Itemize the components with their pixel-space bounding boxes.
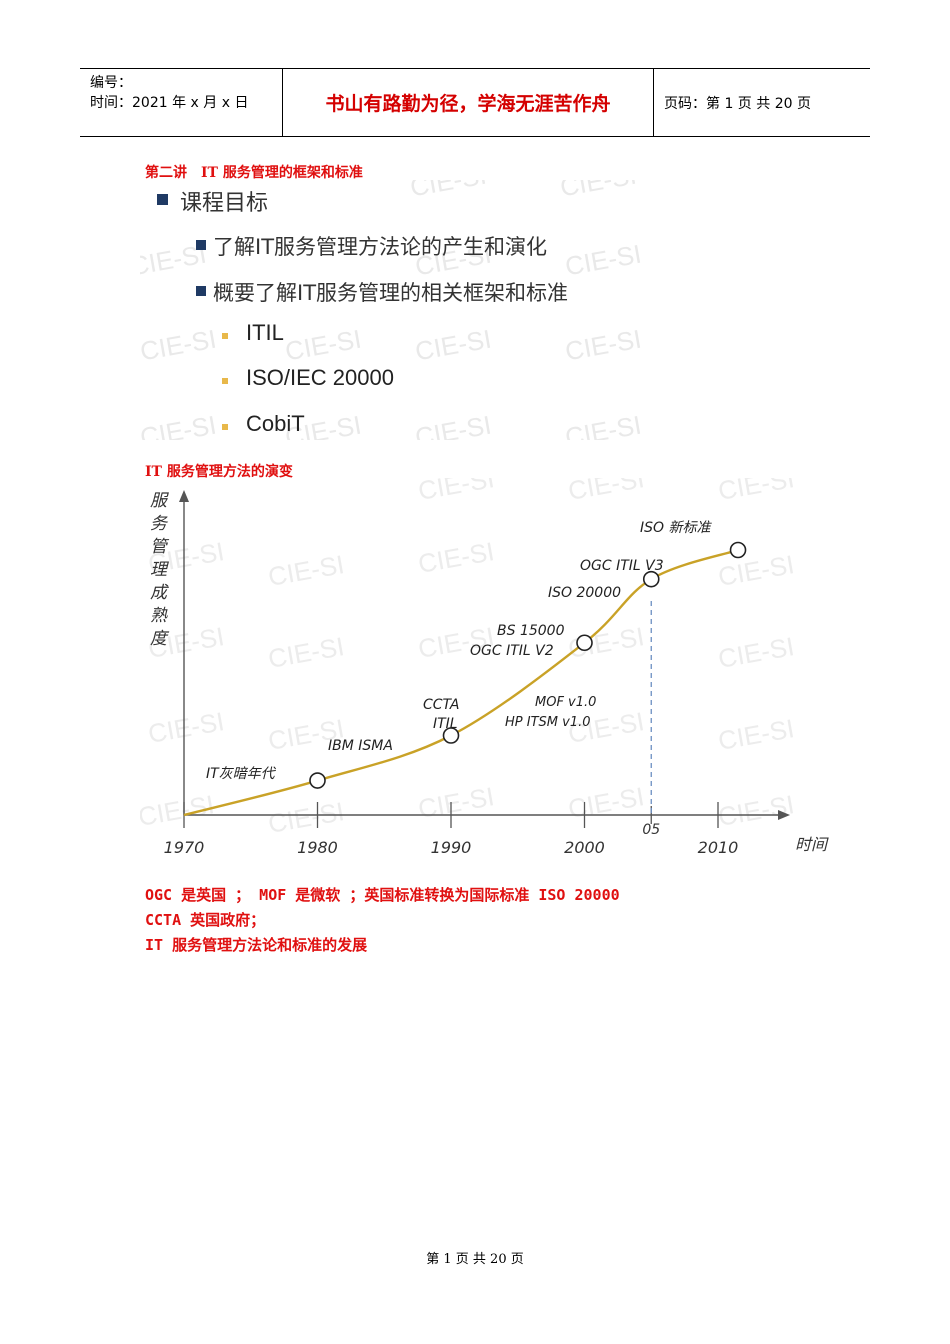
watermark: CIE-SI — [716, 478, 797, 506]
watermark: CIE-SI — [140, 409, 219, 440]
x-tick-label: 2010 — [698, 838, 739, 857]
watermark: CIE-SI — [562, 409, 644, 440]
y-axis-label-char: 成 — [150, 583, 170, 603]
section-title-framework: 第二讲 IT 服务管理的框架和标准 — [145, 165, 363, 181]
watermark: CIE-SI — [266, 796, 347, 839]
y-axis-label-char: 理 — [150, 560, 169, 580]
watermark: CIE-SI — [716, 631, 797, 674]
objective-item: 了解IT服务管理方法论的产生和演化 — [213, 235, 548, 259]
chart-labels: IT灰暗年代 IBM ISMA CCTA ITIL MOF v1.0 HP IT… — [206, 520, 712, 782]
y-axis-label-char: 务 — [150, 514, 169, 534]
watermark: CIE-SI — [557, 180, 639, 203]
milestone-point — [642, 570, 660, 588]
x-tick-label: 2000 — [564, 838, 605, 857]
square-bullet-icon — [222, 378, 228, 384]
x-axis-label: 时间 — [795, 835, 829, 854]
course-objectives-slide: CIE-SI CIE-SI CIE-SI CIE-SI CIE-SI CIE-S… — [140, 180, 650, 440]
motto: 书山有路勤为径，学海无涯苦作舟 — [282, 69, 654, 136]
y-axis-label-char: 度 — [150, 629, 170, 649]
milestone-point — [576, 634, 593, 652]
label-ibm-isma: IBM ISMA — [328, 738, 393, 754]
framework-item: CobiT — [246, 411, 305, 436]
x-ticks: 1970 1980 1990 2000 05 2010 — [164, 802, 739, 857]
label-ccta: CCTA — [423, 697, 459, 713]
watermark: CIE-SI — [146, 706, 227, 749]
x-tick-label: 1980 — [297, 838, 338, 857]
slide-heading: 课程目标 — [180, 191, 269, 216]
watermark: CIE-SI — [266, 549, 347, 592]
watermark: CIE-SI — [412, 409, 494, 440]
page-header: 编号： 时间：2021 年 x 月 x 日 书山有路勤为径，学海无涯苦作舟 页码… — [80, 68, 870, 137]
framework-item: ISO/IEC 20000 — [246, 365, 394, 390]
square-bullet-icon — [222, 424, 228, 430]
watermark: CIE-SI — [416, 536, 497, 579]
page-footer: 第 1 页 共 20 页 — [426, 1252, 524, 1267]
framework-item: ITIL — [246, 320, 284, 345]
watermark: CIE-SI — [266, 631, 347, 674]
watermark: CIE-SI — [282, 323, 364, 367]
label-iso-new: ISO 新标准 — [640, 520, 712, 536]
y-axis-label-char: 服 — [150, 491, 169, 511]
evolution-chart: CIE-SI CIE-SI CIE-SI CIE-SI CIE-SI CIE-S… — [136, 463, 840, 863]
label-ogc-v2: OGC ITIL V2 — [470, 643, 554, 659]
watermark: CIE-SI — [716, 789, 797, 832]
x-axis-arrow-icon — [778, 810, 790, 820]
y-axis-label-char: 管 — [150, 537, 170, 557]
watermark: CIE-SI — [412, 323, 494, 367]
objective-item: 概要了解IT服务管理的相关框架和标准 — [213, 281, 569, 305]
watermark: CIE-SI — [407, 180, 489, 203]
watermark: CIE-SI — [562, 238, 644, 282]
x-tick-label: 1990 — [431, 838, 472, 857]
label-itil: ITIL — [433, 716, 458, 732]
square-bullet-icon — [222, 333, 228, 339]
page-label: 页码：第 1 页 共 20 页 — [664, 95, 811, 112]
label-bs15000: BS 15000 — [497, 623, 565, 639]
number-label: 编号： — [90, 75, 132, 91]
x-tick-label: 1970 — [164, 838, 205, 857]
watermark: CIE-SI — [716, 713, 797, 756]
note-line: OGC 是英国 ； MOF 是微软 ；英国标准转换为国际标准 ISO 20000 — [145, 886, 620, 904]
label-hp-itsm: HP ITSM v1.0 — [505, 715, 591, 730]
header-left-cell: 编号： 时间：2021 年 x 月 x 日 — [80, 69, 282, 136]
watermark: CIE-SI — [562, 323, 644, 367]
milestone-point — [729, 541, 747, 559]
label-dark-age: IT灰暗年代 — [206, 766, 277, 782]
square-bullet-icon — [196, 240, 206, 250]
label-iso20000: ISO 20000 — [548, 585, 621, 601]
data-points — [309, 541, 747, 789]
label-mof: MOF v1.0 — [535, 695, 596, 710]
watermark: CIE-SI — [416, 478, 497, 506]
note-line: CCTA 英国政府； — [145, 911, 266, 929]
note-line: IT 服务管理方法论和标准的发展 — [145, 936, 368, 954]
section-title-evolution: IT 服务管理方法的演变 — [145, 464, 293, 480]
watermark: CIE-SI — [566, 781, 647, 824]
y-axis-arrow-icon — [179, 490, 189, 502]
milestone-point — [309, 772, 326, 789]
watermark: CIE-SI — [140, 323, 219, 367]
x-tick-label: 05 — [642, 822, 660, 838]
watermark: CIE-SI — [416, 781, 497, 824]
y-axis-label: 服务管理成熟度 — [150, 491, 170, 649]
label-ogc-v3: OGC ITIL V3 — [580, 558, 664, 574]
square-bullet-icon — [157, 194, 168, 205]
square-bullet-icon — [196, 286, 206, 296]
watermark: CIE-SI — [716, 549, 797, 592]
milestone-point — [442, 727, 460, 744]
chart-svg: CIE-SI CIE-SI CIE-SI CIE-SI CIE-SI CIE-S… — [136, 463, 829, 857]
time-label: 时间：2021 年 x 月 x 日 — [90, 95, 249, 111]
watermark: CIE-SI — [566, 478, 647, 506]
y-axis-label-char: 熟 — [150, 606, 168, 626]
